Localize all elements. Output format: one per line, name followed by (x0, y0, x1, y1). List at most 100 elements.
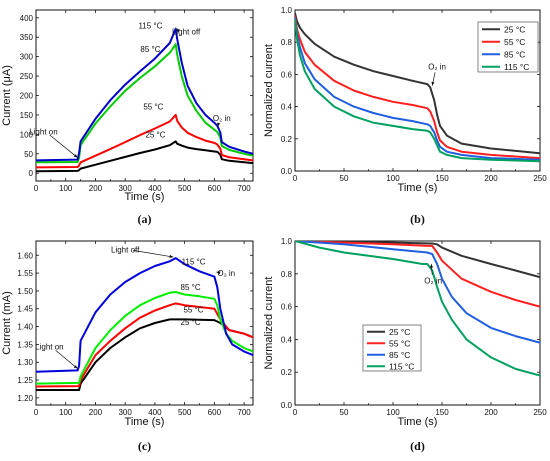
series-line-115C (36, 27, 253, 162)
y-tick-label: 350 (20, 33, 34, 42)
y-tick-label: 0.2 (281, 368, 293, 377)
x-axis-title: Time (s) (125, 191, 165, 203)
x-tick-label: 400 (148, 408, 162, 417)
x-tick-label: 100 (386, 174, 400, 183)
x-tick-label: 100 (59, 408, 73, 417)
x-tick-label: 500 (178, 184, 192, 193)
x-tick-label: 0 (34, 184, 39, 193)
y-tick-label: 1.0 (281, 237, 293, 246)
x-axis-title: Time (s) (125, 416, 165, 428)
plot-frame (294, 240, 541, 406)
annotation-arrow (55, 350, 78, 369)
x-tick-label: 200 (484, 174, 498, 183)
annotation-arrowhead (430, 263, 434, 268)
annotation-label: O₂ in (428, 63, 446, 72)
y-tick-label: 200 (20, 92, 34, 101)
annotation-label: 85 °C (140, 45, 160, 54)
x-tick-label: 250 (533, 174, 547, 183)
x-tick-label: 600 (208, 408, 222, 417)
x-tick-label: 200 (89, 408, 103, 417)
y-tick-label: 0 (29, 169, 34, 178)
panel-label: (b) (410, 212, 425, 226)
series-group (295, 12, 540, 163)
y-tick-label: 1.20 (17, 394, 33, 403)
x-tick-label: 200 (484, 408, 498, 417)
y-tick-label: 1.35 (17, 340, 33, 349)
series-line-25C (295, 241, 540, 279)
x-tick-label: 100 (386, 408, 400, 417)
annotation-label: Light on (29, 127, 57, 136)
y-tick-label: 1.60 (17, 251, 33, 260)
legend-entry: 25 °C (389, 327, 410, 337)
y-tick-label: 150 (20, 111, 34, 120)
y-tick-label: 1.55 (17, 269, 33, 278)
legend-entry: 85 °C (504, 49, 525, 59)
x-tick-label: 50 (340, 408, 349, 417)
x-tick-label: 250 (533, 408, 547, 417)
y-tick-label: 1.0 (281, 6, 293, 15)
series-group (36, 27, 253, 173)
panel-d-chart: 0 50 100 150 200 250 0.0 0.2 0.4 0.6 0.8 1.0 Time (s… (263, 237, 547, 453)
legend-entry: 115 °C (504, 62, 529, 72)
annotation-label: O₂ in (217, 269, 235, 278)
x-tick-label: 300 (118, 184, 132, 193)
annotation-label: 115 °C (138, 22, 162, 31)
legend-entry: 55 °C (504, 37, 525, 47)
y-tick-label: 0.4 (281, 103, 293, 112)
y-tick-label: 0.2 (281, 135, 293, 144)
legend-frame (477, 21, 539, 73)
series-line-55C (295, 241, 540, 308)
series-line-55C (36, 113, 253, 169)
annotation-label: 55 °C (143, 102, 163, 111)
y-tick-label: 250 (20, 72, 34, 81)
annotation-arrowhead (216, 271, 221, 275)
y-tick-label: 0.0 (281, 401, 293, 410)
y-axis-title: Current (mA) (1, 291, 13, 355)
annotation-arrowhead (169, 254, 174, 258)
x-tick-label: 150 (435, 408, 449, 417)
y-tick-label: 0.6 (281, 303, 293, 312)
y-tick-label: 50 (24, 150, 33, 159)
x-axis-title: Time (s) (398, 416, 438, 428)
x-tick-label: 150 (435, 174, 449, 183)
annotation-label: Light off (172, 27, 201, 36)
annotation-arrowhead (217, 122, 221, 127)
annotation-arrowhead (73, 365, 78, 369)
legend-entry: 55 °C (389, 338, 410, 348)
series-line-25C (36, 140, 253, 173)
y-axis-title: Normalized current (263, 44, 275, 137)
series-line-25C (295, 12, 540, 155)
y-tick-label: 100 (20, 130, 34, 139)
panel-c-chart: 0 100 200 300 400 500 600 700 1.20 1.25 1.30 1.35 1.… (1, 240, 254, 453)
x-tick-label: 500 (178, 408, 192, 417)
y-axis-title: Normalized current (263, 277, 275, 370)
x-tick-label: 400 (148, 184, 162, 193)
panel-label: (d) (410, 439, 425, 453)
legend-entry: 25 °C (504, 24, 525, 34)
series-line-115C (36, 257, 253, 373)
y-tick-label: 300 (20, 53, 34, 62)
y-tick-label: 1.25 (17, 376, 33, 385)
x-tick-label: 200 (89, 184, 103, 193)
series-group (36, 257, 253, 391)
y-tick-label: 0.0 (281, 167, 293, 176)
y-tick-label: 1.30 (17, 358, 33, 367)
panel-label: (c) (138, 439, 151, 453)
y-tick-label: 1.45 (17, 305, 33, 314)
y-tick-label: 0.8 (281, 38, 293, 47)
annotation-label: 25 °C (181, 318, 201, 327)
panel-label: (a) (138, 212, 152, 226)
series-line-115C (295, 18, 540, 163)
legend-entry: 115 °C (389, 361, 414, 371)
annotation-arrowhead (175, 29, 180, 33)
annotation-label: 25 °C (145, 130, 165, 139)
y-tick-label: 400 (20, 14, 34, 23)
y-tick-label: 1.40 (17, 323, 33, 332)
annotation-label: 115 °C (182, 258, 206, 267)
annotation-arrow (133, 250, 174, 258)
annotation-label: O₂ in (424, 277, 442, 286)
y-axis-title: Current (μA) (1, 65, 13, 126)
series-group (295, 241, 540, 377)
x-axis-title: Time (s) (398, 182, 438, 194)
